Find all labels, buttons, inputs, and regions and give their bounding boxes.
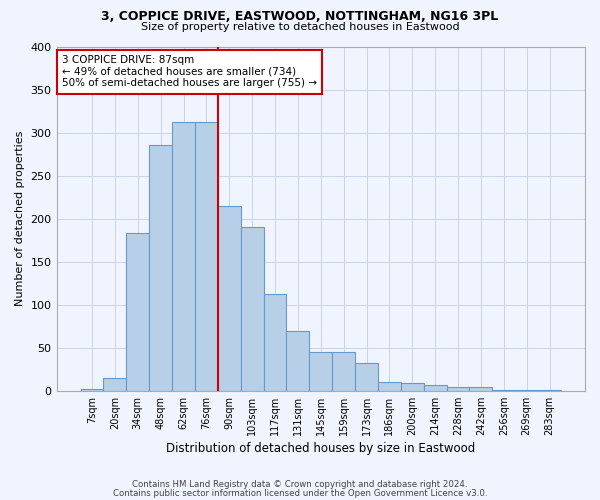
Text: 3 COPPICE DRIVE: 87sqm
← 49% of detached houses are smaller (734)
50% of semi-de: 3 COPPICE DRIVE: 87sqm ← 49% of detached… (62, 55, 317, 88)
Bar (127, 234, 149, 391)
Bar (172, 122, 195, 391)
Bar (149, 146, 172, 391)
Bar (469, 386, 493, 391)
Bar (241, 228, 263, 391)
Bar (378, 382, 401, 391)
Bar (332, 352, 355, 391)
Bar (446, 386, 469, 391)
Bar (355, 364, 378, 391)
Bar (286, 330, 310, 391)
Bar (310, 352, 332, 391)
Bar (538, 390, 561, 391)
Bar (515, 390, 538, 391)
Bar (103, 378, 127, 391)
Bar (80, 389, 103, 391)
Bar (195, 122, 218, 391)
Text: Contains HM Land Registry data © Crown copyright and database right 2024.: Contains HM Land Registry data © Crown c… (132, 480, 468, 489)
Bar (424, 385, 446, 391)
Bar (218, 206, 241, 391)
Bar (401, 383, 424, 391)
Text: Size of property relative to detached houses in Eastwood: Size of property relative to detached ho… (140, 22, 460, 32)
Bar (263, 294, 286, 391)
X-axis label: Distribution of detached houses by size in Eastwood: Distribution of detached houses by size … (166, 442, 475, 455)
Y-axis label: Number of detached properties: Number of detached properties (15, 131, 25, 306)
Text: Contains public sector information licensed under the Open Government Licence v3: Contains public sector information licen… (113, 489, 487, 498)
Bar (493, 390, 515, 391)
Text: 3, COPPICE DRIVE, EASTWOOD, NOTTINGHAM, NG16 3PL: 3, COPPICE DRIVE, EASTWOOD, NOTTINGHAM, … (101, 10, 499, 23)
